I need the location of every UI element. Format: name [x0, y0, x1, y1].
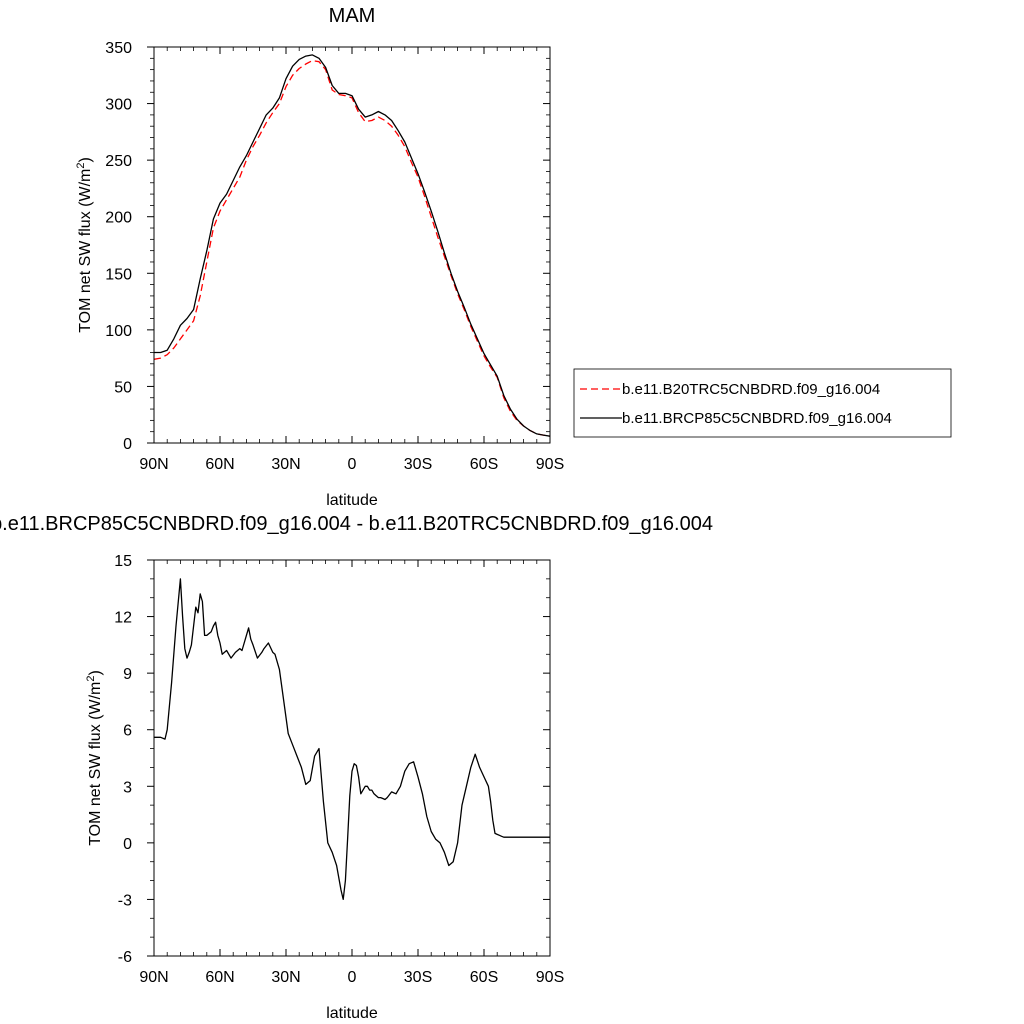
y-tick-label: 9: [123, 666, 132, 683]
bottom-chart-series-line-1: [154, 578, 550, 901]
x-tick-label: 90N: [139, 456, 168, 473]
y-tick-label: 50: [114, 379, 132, 396]
x-tick-label: 30N: [271, 969, 300, 986]
bottom-chart-ticks: 90N 60N 30N 0 30S 60S 90S -6 -3 0 3 6 9 12 15: [114, 553, 564, 986]
bottom-chart-title: b.e11.BRCP85C5CNBDRD.f09_g16.004 - b.e11…: [0, 513, 713, 535]
y-tick-label: 350: [105, 40, 132, 57]
top-chart-frame: [153, 46, 551, 444]
top-chart-ticks: 90N 60N 30N 0 30S 60S 90S 0 50 100 150 200 250 300 350: [105, 40, 564, 473]
legend-label-series-2: b.e11.BRCP85C5CNBDRD.f09_g16.004: [622, 410, 892, 427]
bottom-chart-ylabel-sup: 2: [85, 676, 97, 682]
y-tick-label: -3: [118, 892, 132, 909]
x-tick-label: 0: [348, 456, 357, 473]
top-chart-series-line-1: [153, 59, 551, 437]
bottom-chart-series: [154, 578, 550, 901]
y-tick-label: 150: [105, 266, 132, 283]
y-tick-label: 12: [114, 610, 132, 627]
x-tick-label: 90S: [536, 456, 564, 473]
y-tick-label: 250: [105, 153, 132, 170]
y-tick-label: 15: [114, 553, 132, 570]
y-tick-label: 0: [123, 436, 132, 453]
top-chart-legend: b.e11.B20TRC5CNBDRD.f09_g16.004 b.e11.BR…: [573, 368, 952, 438]
top-chart-ylabel-end: ): [77, 157, 94, 162]
bottom-chart-xlabel: latitude: [326, 1005, 378, 1022]
top-chart-ylabel-sup: 2: [75, 163, 87, 169]
top-chart-xlabel: latitude: [326, 492, 378, 509]
top-chart-ylabel-main: TOM net SW flux (W/m: [77, 169, 94, 333]
top-chart-series: [153, 54, 551, 437]
bottom-chart-frame: [153, 559, 551, 957]
top-chart-title: MAM: [329, 5, 376, 27]
y-tick-label: 6: [123, 723, 132, 740]
x-tick-label: 60S: [470, 456, 498, 473]
x-tick-label: 30N: [271, 456, 300, 473]
x-tick-label: 90N: [139, 969, 168, 986]
bottom-chart-ylabel-end: ): [87, 670, 104, 675]
x-tick-label: 60N: [205, 969, 234, 986]
bottom-chart-ylabel: TOM net SW flux (W/m2): [85, 670, 104, 846]
top-chart-series-line-2: [154, 54, 551, 437]
x-tick-label: 60S: [470, 969, 498, 986]
x-tick-label: 90S: [536, 969, 564, 986]
legend-frame: [573, 368, 952, 438]
x-tick-label: 0: [348, 969, 357, 986]
y-tick-label: 200: [105, 210, 132, 227]
y-tick-label: 300: [105, 97, 132, 114]
top-chart-ylabel: TOM net SW flux (W/m2): [75, 157, 94, 333]
bottom-chart-ylabel-main: TOM net SW flux (W/m: [87, 682, 104, 846]
top-chart-panel: MAM 90N 60N 30N 0 30S 60S 90S 0 50 100 150 200 250 30…: [75, 5, 952, 509]
legend-label-series-1: b.e11.B20TRC5CNBDRD.f09_g16.004: [622, 381, 880, 398]
y-tick-label: 100: [105, 323, 132, 340]
x-tick-label: 60N: [205, 456, 234, 473]
y-tick-label: -6: [118, 949, 132, 966]
x-tick-label: 30S: [404, 969, 432, 986]
y-tick-label: 0: [123, 836, 132, 853]
x-tick-label: 30S: [404, 456, 432, 473]
y-tick-label: 3: [123, 779, 132, 796]
bottom-chart-panel: b.e11.BRCP85C5CNBDRD.f09_g16.004 - b.e11…: [0, 513, 713, 1022]
